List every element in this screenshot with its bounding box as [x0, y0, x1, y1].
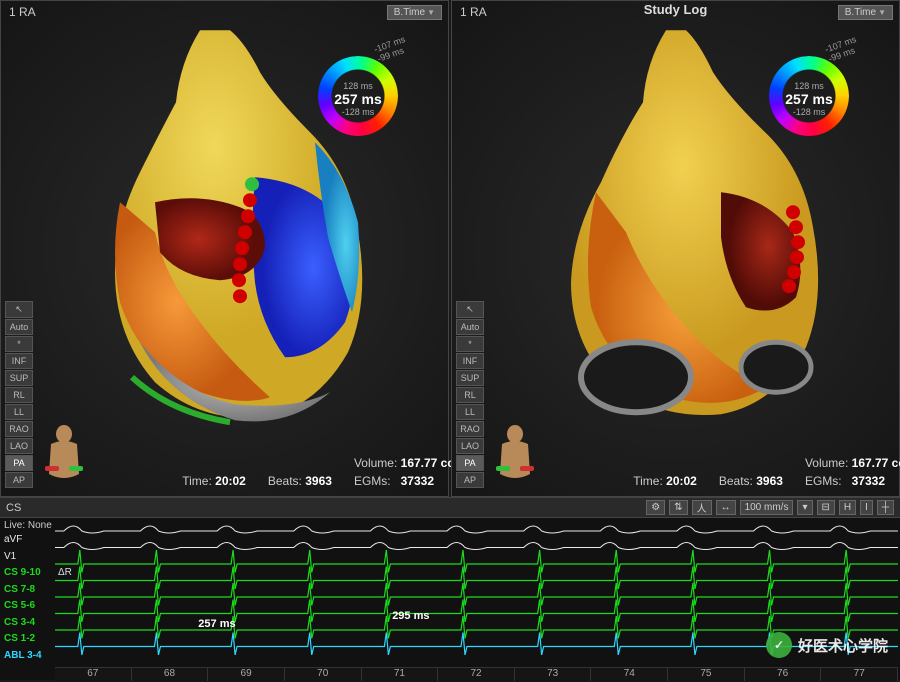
ruler-tick: 73	[515, 668, 592, 681]
egm-title: CS	[6, 502, 21, 514]
watermark: ✓ 好医术心学院	[766, 632, 888, 658]
egm-tool-2[interactable]: 人	[692, 500, 712, 515]
torso-orientation-icon[interactable]	[492, 424, 538, 488]
channel-label-CS9-10[interactable]: CS 9-10	[4, 567, 54, 578]
channel-label-ABL3-4[interactable]: ABL 3-4	[4, 650, 54, 661]
view-btn-lao[interactable]: LAO	[5, 438, 33, 454]
stats-bar: Time: 20:02 Beats: 3963 Volume: 167.77 c…	[633, 474, 885, 488]
view-btn-rl[interactable]: RL	[456, 387, 484, 403]
view-btn-rao[interactable]: RAO	[456, 421, 484, 437]
ruler-tick: 75	[668, 668, 745, 681]
channel-label-CS7-8[interactable]: CS 7-8	[4, 584, 54, 595]
study-log-title: Study Log	[644, 1, 708, 18]
ruler-tick: 77	[821, 668, 898, 681]
view-orientation-toolbar: ↖Auto*INFSUPRLLLRAOLAOPAAP	[456, 301, 484, 488]
ruler-tick: 72	[438, 668, 515, 681]
ruler-tick: 74	[591, 668, 668, 681]
channel-label-CS1-2[interactable]: CS 1-2	[4, 633, 54, 644]
egm-toolbar: ⚙ ⇅ 人 ↔ 100 mm/s▾ ⊟ HI ┼	[646, 500, 894, 515]
time-ruler[interactable]: 6768697071727374757677	[55, 667, 898, 681]
view-btn-ll[interactable]: LL	[5, 404, 33, 420]
view-btn-rao[interactable]: RAO	[5, 421, 33, 437]
view-btn-auto[interactable]: Auto	[456, 319, 484, 335]
view-btn-pa[interactable]: PA	[456, 455, 484, 471]
view-btn-*[interactable]: *	[5, 336, 33, 352]
ruler-tick: 71	[362, 668, 439, 681]
ruler-tick: 67	[55, 668, 132, 681]
view-btn-lao[interactable]: LAO	[456, 438, 484, 454]
ruler-tick: 76	[745, 668, 822, 681]
view-orientation-toolbar: ↖Auto*INFSUPRLLLRAOLAOPAAP	[5, 301, 33, 488]
view-btn-*[interactable]: *	[456, 336, 484, 352]
channel-label-aVF[interactable]: aVF	[4, 534, 54, 545]
channel-label-CS5-6[interactable]: CS 5-6	[4, 600, 54, 611]
channel-label-CS3-4[interactable]: CS 3-4	[4, 617, 54, 628]
btime-dropdown[interactable]: B.Time ▼	[838, 5, 893, 20]
egm-tool-0[interactable]: ⚙	[646, 500, 665, 515]
map-panel-left[interactable]: 1 RA B.Time ▼	[0, 0, 449, 497]
view-btn-sup[interactable]: SUP	[5, 370, 33, 386]
view-btn-auto[interactable]: Auto	[5, 319, 33, 335]
egm-tool-4[interactable]: 100 mm/s	[740, 500, 794, 515]
ruler-tick: 69	[208, 668, 285, 681]
panel-title: 1 RA	[9, 5, 36, 19]
chevron-down-icon: ▼	[878, 8, 886, 17]
view-btn-↖[interactable]: ↖	[5, 301, 33, 318]
egm-tool-5[interactable]: ▾	[797, 500, 812, 515]
btime-dropdown[interactable]: B.Time ▼	[387, 5, 442, 20]
color-scale-wheel[interactable]: -107 ms -99 ms 128 ms 257 ms -128 ms	[749, 41, 859, 151]
view-btn-↖[interactable]: ↖	[456, 301, 484, 318]
wechat-icon: ✓	[766, 632, 792, 658]
chevron-down-icon: ▼	[427, 8, 435, 17]
panel-title: 1 RA	[460, 5, 487, 19]
view-btn-ap[interactable]: AP	[5, 472, 33, 488]
egm-tool-7[interactable]: H	[839, 500, 856, 515]
color-scale-wheel[interactable]: -107 ms -99 ms 128 ms 257 ms -128 ms	[298, 41, 408, 151]
egm-tool-9[interactable]: ┼	[877, 500, 894, 515]
torso-orientation-icon[interactable]	[41, 424, 87, 488]
egm-tool-3[interactable]: ↔	[716, 500, 736, 515]
channel-label-V1[interactable]: V1	[4, 551, 54, 562]
map-panel-right[interactable]: Study Log 1 RA B.Time ▼	[451, 0, 900, 497]
ruler-tick: 68	[132, 668, 209, 681]
egm-tool-1[interactable]: ⇅	[669, 500, 687, 515]
egm-header: CS ⚙ ⇅ 人 ↔ 100 mm/s▾ ⊟ HI ┼	[0, 498, 900, 518]
egm-tool-8[interactable]: I	[860, 500, 873, 515]
egm-tool-6[interactable]: ⊟	[817, 500, 835, 515]
view-btn-sup[interactable]: SUP	[456, 370, 484, 386]
ruler-tick: 70	[285, 668, 362, 681]
view-btn-inf[interactable]: INF	[456, 353, 484, 369]
view-btn-ap[interactable]: AP	[456, 472, 484, 488]
view-btn-pa[interactable]: PA	[5, 455, 33, 471]
view-btn-rl[interactable]: RL	[5, 387, 33, 403]
view-btn-inf[interactable]: INF	[5, 353, 33, 369]
live-label: Live: None	[4, 520, 54, 531]
view-btn-ll[interactable]: LL	[456, 404, 484, 420]
stats-bar: Time: 20:02 Beats: 3963 Volume: 167.77 c…	[182, 474, 434, 488]
